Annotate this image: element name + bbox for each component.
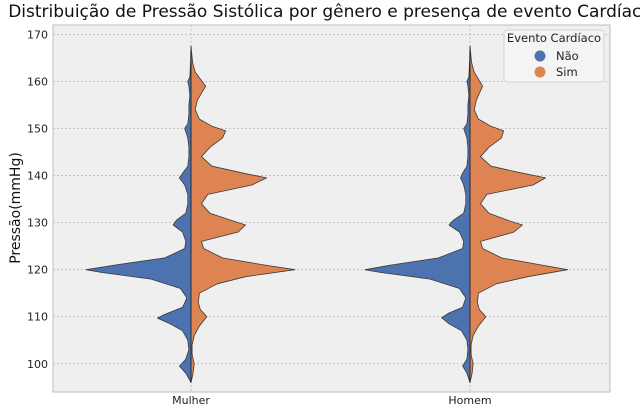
- y-axis-label: Pressão(mmHg): [8, 152, 24, 264]
- violin-n-o-mulher: [85, 45, 192, 383]
- legend: Evento Cardíaco Não Sim: [503, 29, 605, 83]
- y-tick-label: 170: [27, 28, 48, 41]
- legend-marker: [534, 66, 546, 78]
- y-tick-label: 160: [27, 75, 48, 88]
- chart-title: Distribuição de Pressão Sistólica por gê…: [8, 2, 640, 22]
- legend-entry: Sim: [556, 65, 578, 79]
- legend-entry: Não: [556, 49, 579, 63]
- y-tick-label: 100: [27, 358, 48, 371]
- y-tick-label: 150: [27, 123, 48, 136]
- x-tick-label: Homem: [448, 394, 491, 407]
- legend-marker: [534, 50, 546, 62]
- y-axis: 100 110 120 130 140 150 160 170: [27, 28, 48, 370]
- violins: [85, 45, 568, 383]
- legend-box: [503, 29, 605, 83]
- violin-sim-homem: [469, 45, 568, 383]
- violin-n-o-homem: [364, 45, 471, 383]
- y-tick-label: 140: [27, 170, 48, 183]
- legend-title: Evento Cardíaco: [507, 31, 601, 45]
- x-axis: Mulher Homem: [172, 394, 491, 407]
- violin-sim-mulher: [190, 45, 296, 383]
- y-tick-label: 110: [27, 311, 48, 324]
- plot-area: [52, 24, 611, 393]
- y-tick-label: 120: [27, 264, 48, 277]
- y-tick-label: 130: [27, 217, 48, 230]
- x-tick-label: Mulher: [172, 394, 210, 407]
